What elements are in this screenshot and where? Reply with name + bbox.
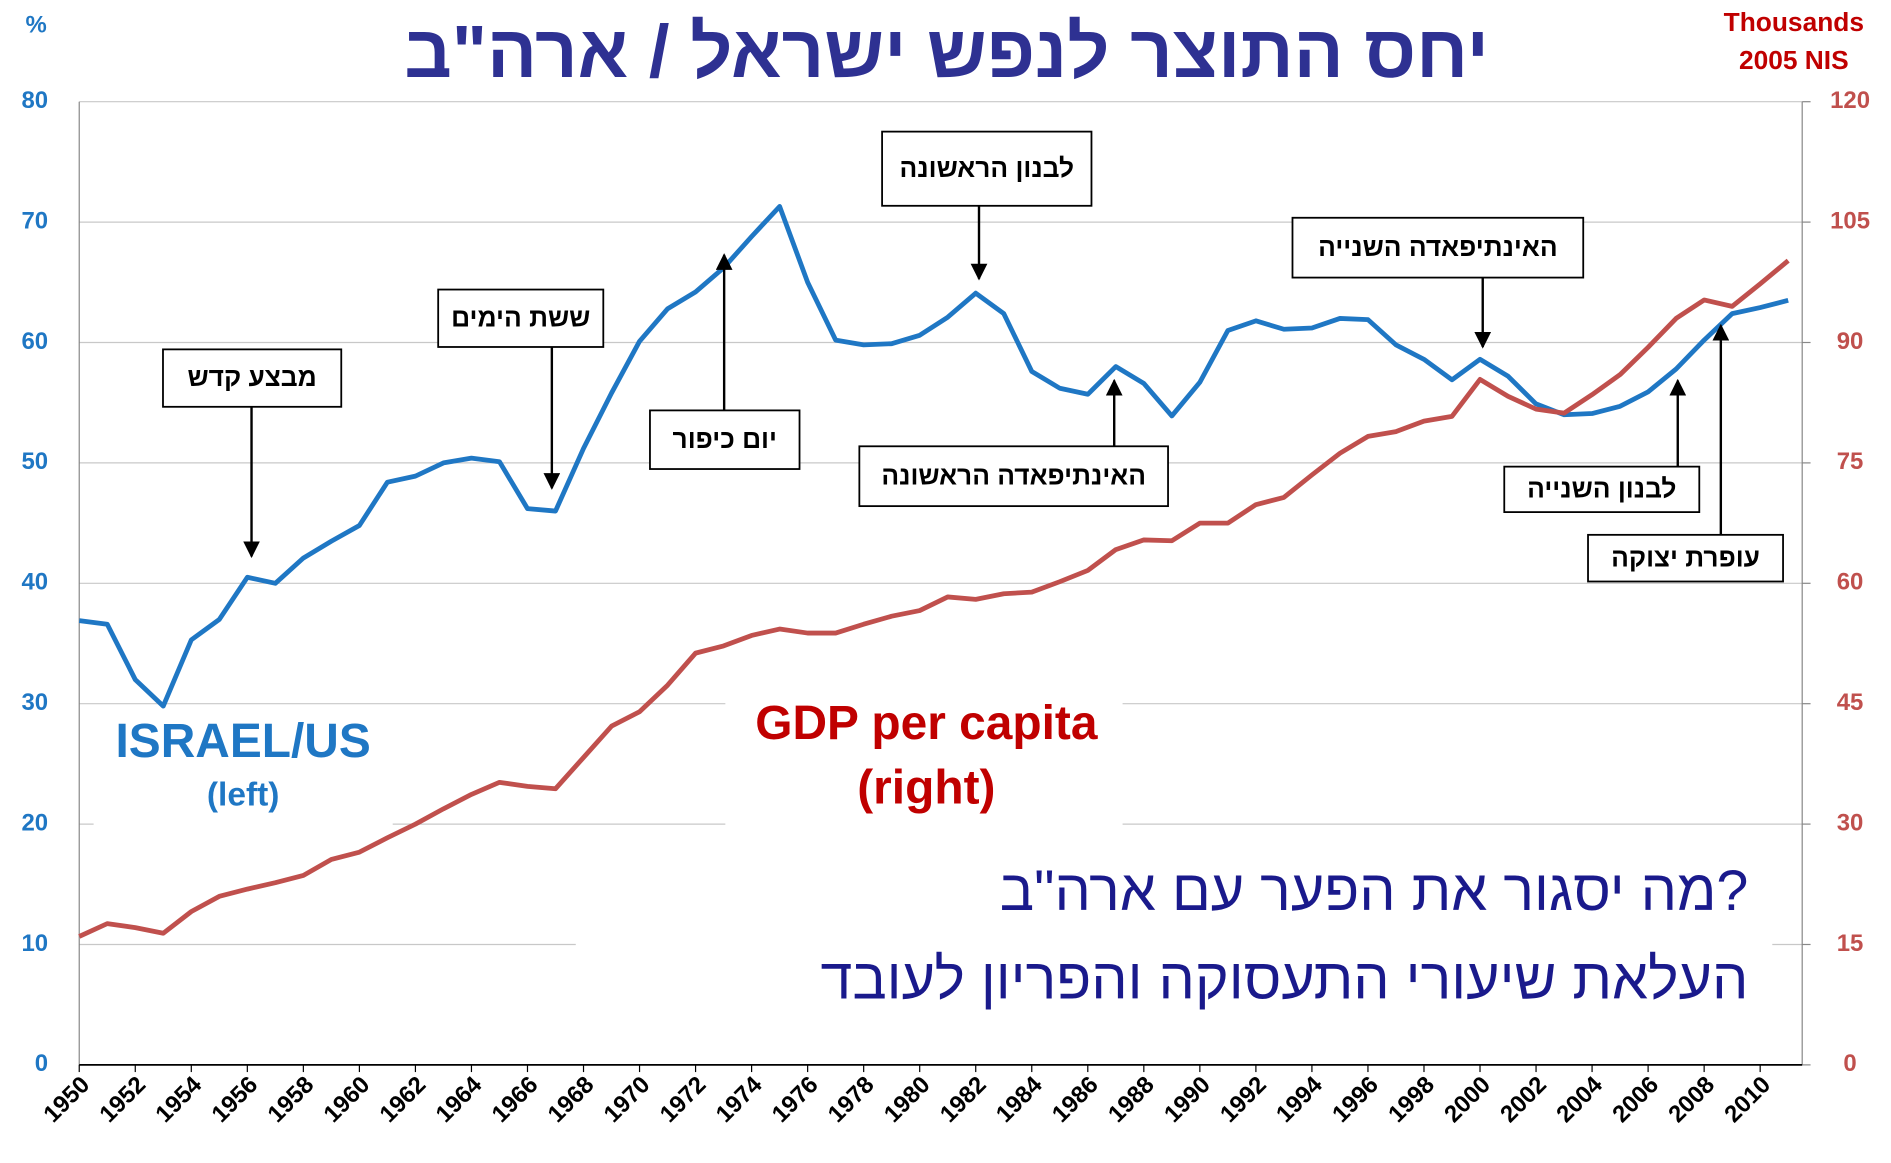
x-tick-label: 1972	[655, 1071, 712, 1128]
annotation-label: יום כיפור	[673, 424, 777, 454]
series-label: GDP per capita	[755, 697, 1098, 750]
y2-tick-label: 0	[1843, 1050, 1856, 1077]
x-tick-label: 1994	[1271, 1071, 1328, 1128]
x-tick-label: 1962	[375, 1071, 432, 1128]
annotation-box	[881, 130, 1093, 207]
lines	[78, 204, 1790, 939]
x-tick-label: 1950	[38, 1071, 95, 1128]
annotation-label: לבנון הראשונה	[900, 153, 1075, 183]
footer-bg	[575, 837, 1773, 1024]
chart-title: יחס התוצר לנפש ישראל / ארה"ב	[404, 10, 1489, 93]
annotation-label: מבצע קדש	[188, 362, 317, 392]
y-tick-label: 70	[22, 207, 49, 234]
y2-tick-label: 105	[1830, 207, 1870, 234]
y-tick-label: 60	[22, 328, 49, 355]
annotation-box	[858, 445, 1169, 508]
annotation-label: ששת הימים	[451, 302, 590, 332]
annotation-box	[437, 288, 605, 348]
y-tick-label: 10	[22, 930, 49, 957]
annotation-box	[1503, 465, 1701, 514]
annotation-box	[1587, 533, 1784, 583]
y2-tick-label: 15	[1837, 930, 1864, 957]
x-tick-label: 1986	[1047, 1071, 1104, 1128]
y2-tick-label: 30	[1837, 809, 1864, 836]
y2-tick-label: 75	[1837, 448, 1864, 475]
annotation-box	[649, 409, 801, 470]
x-tick-label: 1978	[823, 1071, 880, 1128]
annotation-box	[1291, 216, 1585, 279]
x-tick-label: 1982	[935, 1071, 992, 1128]
y-axis-label: %	[26, 12, 47, 39]
x-tick-label: 2008	[1663, 1071, 1720, 1128]
x-tick-label: 2010	[1719, 1071, 1776, 1128]
x-tick-label: 1954	[150, 1071, 207, 1128]
footer-line: העלאת שיעורי התעסוקה והפריון לעובד	[821, 948, 1749, 1012]
series-note: (left)	[207, 777, 280, 814]
label-bg	[93, 713, 393, 827]
y2-tick-label: 45	[1837, 689, 1864, 716]
x-tick-label: 2002	[1495, 1071, 1552, 1128]
y2-tick-label: 120	[1830, 87, 1870, 114]
annotation-box	[162, 348, 343, 408]
x-tick-label: 1960	[319, 1071, 376, 1128]
annotations: מבצע קדש ששת הימים יום כיפור לבנון הראשונה ה…	[162, 130, 1784, 583]
label-bg	[725, 696, 1123, 826]
y-tick-label: 30	[22, 689, 49, 716]
y-tick-label: 20	[22, 809, 49, 836]
y-tick-label: 40	[22, 569, 49, 596]
y2-axis-label: Thousands	[1724, 7, 1864, 37]
annotation-label: האינתיפאדה הראשונה	[881, 460, 1146, 490]
y-tick-label: 80	[22, 87, 49, 114]
annotation-label: לבנון השנייה	[1527, 474, 1676, 504]
y-tick-label: 0	[35, 1050, 48, 1077]
x-tick-label: 1956	[206, 1071, 263, 1128]
y-tick-label: 50	[22, 448, 49, 475]
annotation-label: האינתיפאדה השנייה	[1318, 232, 1557, 262]
x-tick-label: 1964	[431, 1071, 488, 1128]
y2-axis-label: 2005 NIS	[1739, 45, 1849, 75]
x-tick-label: 1980	[879, 1071, 936, 1128]
x-tick-label: 1968	[543, 1071, 600, 1128]
x-tick-label: 2004	[1551, 1071, 1608, 1128]
x-tick-label: 1976	[767, 1071, 824, 1128]
x-tick-label: 1958	[263, 1071, 320, 1128]
x-tick-label: 1990	[1159, 1071, 1216, 1128]
y2-tick-label: 90	[1837, 328, 1864, 355]
series-label: ISRAEL/US	[116, 715, 371, 768]
x-tick-label: 2006	[1607, 1071, 1664, 1128]
x-tick-label: 1974	[711, 1071, 768, 1128]
x-tick-label: 1992	[1215, 1071, 1272, 1128]
footer-line: מה יסגור את הפער עם ארה"ב?	[1000, 859, 1749, 923]
annotation-label: עופרת יצוקה	[1611, 542, 1760, 572]
x-tick-label: 1984	[991, 1071, 1048, 1128]
x-tick-label: 1988	[1103, 1071, 1160, 1128]
series-line	[78, 258, 1790, 939]
x-tick-label: 2000	[1439, 1071, 1496, 1128]
x-tick-label: 1966	[487, 1071, 544, 1128]
series-line	[78, 204, 1789, 709]
x-tick-label: 1998	[1383, 1071, 1440, 1128]
series-note: (right)	[857, 762, 995, 815]
y2-tick-label: 60	[1837, 569, 1864, 596]
x-tick-label: 1952	[94, 1071, 151, 1128]
x-tick-label: 1970	[599, 1071, 656, 1128]
x-tick-label: 1996	[1327, 1071, 1384, 1128]
